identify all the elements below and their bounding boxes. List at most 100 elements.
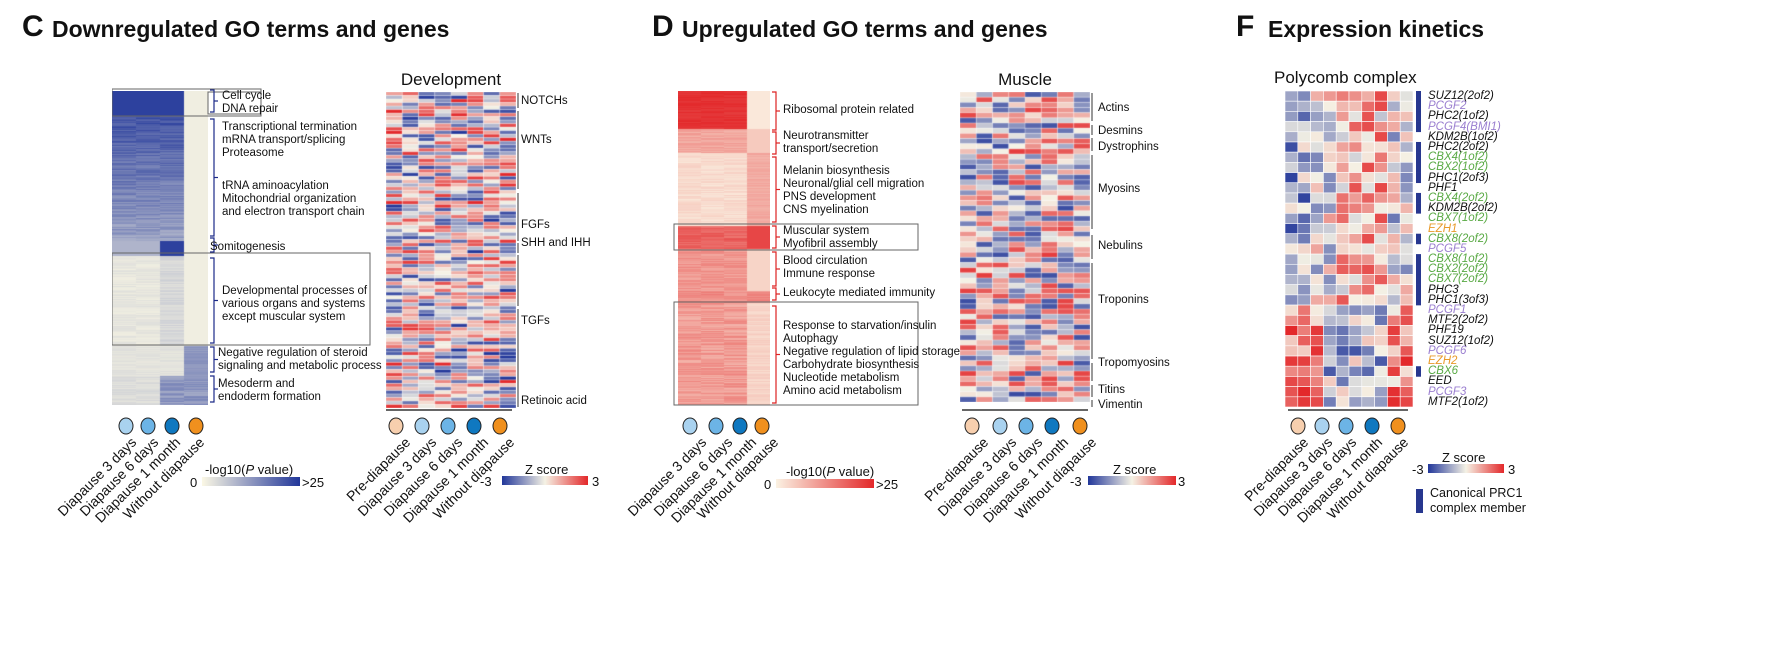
heatmap-cell <box>1323 294 1337 306</box>
d-go-scale-max: >25 <box>876 477 899 492</box>
heatmap-cell <box>1297 396 1311 407</box>
f-gene-label-25: SUZ12(1of2) <box>1428 334 1494 347</box>
c-dev-scale-min: -3 <box>480 474 492 489</box>
heatmap-cell <box>1399 263 1413 275</box>
heatmap-cell <box>1399 172 1413 184</box>
heatmap-cell <box>1310 314 1324 326</box>
heatmap-cell <box>1310 355 1324 367</box>
heatmap-cell <box>1374 172 1388 184</box>
heatmap-cell <box>1399 304 1413 316</box>
heatmap-cell <box>1387 365 1401 377</box>
f-gene-label-4: PCGF4(BMI1) <box>1428 120 1501 133</box>
d-go-term-1: Ribosomal protein related <box>783 104 915 116</box>
heatmap-cell <box>1335 314 1350 326</box>
heatmap-cell <box>1348 233 1363 245</box>
heatmap-cell <box>1374 335 1388 347</box>
panel-d-letter: D <box>652 10 674 43</box>
heatmap-cell <box>1361 243 1375 255</box>
panel-c-title: Downregulated GO terms and genes <box>52 16 450 42</box>
f-gene-label-29: EED <box>1428 375 1452 388</box>
heatmap-cell <box>1285 223 1299 235</box>
heatmap-cell <box>1399 131 1413 143</box>
heatmap-cell <box>1374 91 1388 102</box>
heatmap-cell <box>1387 233 1401 245</box>
heatmap-cell <box>1374 100 1388 112</box>
d-muscle-group-1: Actins <box>1098 102 1130 114</box>
heatmap-cell <box>1399 355 1413 367</box>
heatmap-cell <box>1348 100 1363 112</box>
heatmap-cell <box>1310 233 1324 245</box>
d-muscle-title: Muscle <box>998 70 1052 89</box>
heatmap-cell <box>1399 202 1413 214</box>
heatmap-cell <box>1361 202 1375 214</box>
condition-dot <box>682 417 698 435</box>
heatmap-cell <box>1310 263 1324 275</box>
heatmap-cell <box>1297 314 1311 326</box>
f-gene-label-26: PCGF6 <box>1428 344 1467 357</box>
c-dev-group-3: FGFs <box>521 219 550 231</box>
f-gene-label-30: PCGF3 <box>1428 385 1467 398</box>
heatmap-cell <box>1374 263 1388 275</box>
heatmap-cell <box>1297 111 1311 122</box>
heatmap-cell <box>1297 263 1311 275</box>
heatmap-cell <box>1310 376 1324 387</box>
heatmap-cell <box>1374 141 1388 153</box>
heatmap-cell <box>1361 162 1375 173</box>
heatmap-cell <box>1310 284 1324 296</box>
heatmap-cell <box>1348 111 1363 122</box>
heatmap-cell <box>1361 325 1375 336</box>
heatmap-cell <box>1361 345 1375 357</box>
c-development-heatmap <box>386 92 516 408</box>
d-condition-dots <box>682 409 1088 435</box>
heatmap-cell <box>1297 253 1311 265</box>
heatmap-cell <box>1399 162 1413 173</box>
condition-dot <box>1290 417 1306 435</box>
heatmap-cell <box>1285 365 1299 377</box>
f-gene-label-15: CBX8(2of2) <box>1428 232 1489 245</box>
heatmap-cell <box>1374 243 1388 255</box>
heatmap-cell <box>1297 213 1311 224</box>
heatmap-cell <box>1387 304 1401 316</box>
f-gene-label-28: CBX6 <box>1428 365 1459 378</box>
d-mus-scale-max: 3 <box>1178 474 1186 489</box>
heatmap-cell <box>1348 213 1363 224</box>
heatmap-cell <box>1297 182 1311 194</box>
heatmap-cell <box>1361 192 1375 204</box>
heatmap-cell <box>1348 355 1363 367</box>
d-go-term-3: Melanin biosynthesis Neuronal/glial cell… <box>783 165 925 216</box>
heatmap-cell <box>1374 162 1388 173</box>
f-gene-label-3: PHC2(1of2) <box>1428 110 1489 123</box>
heatmap-cell <box>1387 141 1401 153</box>
d-muscle-group-4: Myosins <box>1098 183 1141 195</box>
heatmap-cell <box>1310 91 1324 102</box>
heatmap-cell <box>1297 274 1311 285</box>
heatmap-cell <box>1335 284 1350 296</box>
f-gene-label-11: CBX4(2of2) <box>1428 191 1489 204</box>
heatmap-cell <box>1310 304 1324 316</box>
f-gene-label-6: PHC2(2of2) <box>1428 140 1489 153</box>
heatmap-cell <box>1310 253 1324 265</box>
heatmap-cell <box>1285 274 1299 285</box>
c-condition-dots <box>118 409 512 435</box>
d-go-term-4: Muscular system Myofibril assembly <box>783 225 878 250</box>
heatmap-cell <box>1399 253 1413 265</box>
heatmap-cell <box>1348 396 1363 407</box>
heatmap-cell <box>1387 111 1401 122</box>
heatmap-cell <box>1310 325 1324 336</box>
c-dev-scale-bar <box>502 476 588 485</box>
heatmap-cell <box>1297 345 1311 357</box>
heatmap-cell <box>1323 284 1337 296</box>
heatmap-cell <box>1361 233 1375 245</box>
heatmap-cell <box>1285 121 1299 133</box>
f-polycomb-heatmap <box>1285 91 1413 407</box>
heatmap-cell <box>1297 223 1311 235</box>
f-gene-label-1: SUZ12(2of2) <box>1428 90 1494 102</box>
f-x-label-3: Diapause 6 days <box>1274 434 1360 520</box>
heatmap-cell <box>1323 335 1337 347</box>
f-gene-label-16: PCGF5 <box>1428 242 1467 255</box>
f-gene-label-27: EZH2 <box>1428 355 1458 368</box>
heatmap-cell <box>1387 345 1401 357</box>
heatmap-cell <box>1297 365 1311 377</box>
heatmap-cell <box>1374 182 1388 194</box>
heatmap-cell <box>1297 294 1311 306</box>
